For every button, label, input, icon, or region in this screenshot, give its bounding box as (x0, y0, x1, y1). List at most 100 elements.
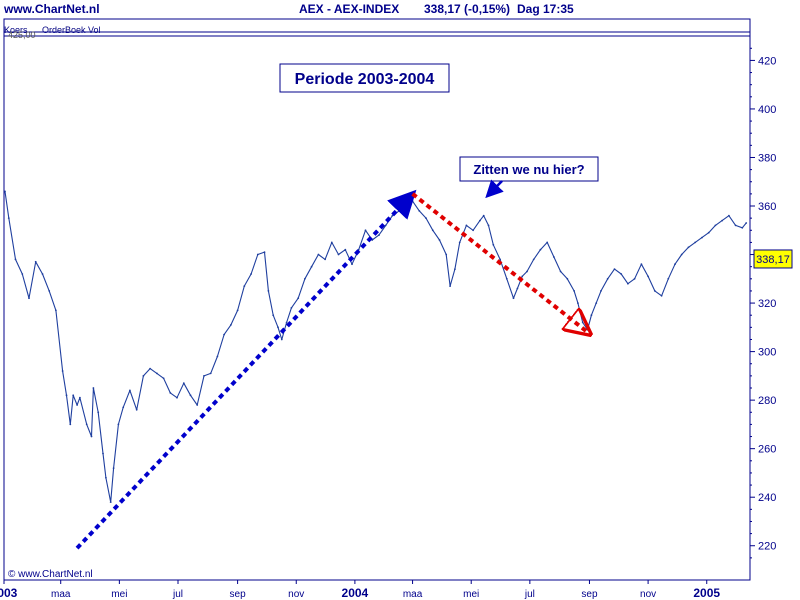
price-point-19 (102, 452, 104, 455)
price-point-31 (169, 392, 172, 394)
price-series-line-0 (4, 191, 747, 503)
view-tabs: Koers OrderBoek Vol (4, 20, 111, 35)
price-point-115 (687, 246, 690, 249)
price-point-120 (721, 219, 723, 222)
price-point-17 (92, 387, 95, 389)
price-point-8 (55, 309, 57, 312)
price-point-94 (559, 270, 562, 273)
tab-orderboek-vol[interactable]: OrderBoek Vol (41, 25, 101, 35)
price-point-79 (472, 229, 474, 232)
x-tick-label-4: sep (230, 589, 247, 600)
price-point-22 (112, 467, 115, 469)
price-point-107 (633, 277, 636, 280)
falling-trend-arrow (411, 192, 588, 332)
price-point-87 (516, 287, 519, 290)
price-point-53 (304, 277, 306, 280)
price-point-93 (553, 256, 555, 258)
price-point-108 (640, 263, 643, 266)
price-point-49 (280, 338, 283, 341)
price-point-11 (69, 423, 72, 426)
y-tick-label-300: 300 (758, 347, 776, 359)
x-tick-label-7: maa (403, 589, 423, 600)
price-point-72 (431, 229, 434, 232)
price-point-81 (482, 214, 485, 217)
y-tick-label-380: 380 (758, 152, 776, 164)
price-point-7 (48, 290, 51, 292)
y-tick-label-400: 400 (758, 104, 776, 116)
price-point-113 (674, 263, 676, 266)
price-point-36 (203, 375, 205, 377)
price-point-121 (728, 214, 730, 217)
price-point-116 (694, 241, 697, 244)
last-value-label: 338,17 (756, 254, 790, 266)
x-tick-label-6: 2004 (342, 586, 369, 600)
price-point-98 (581, 321, 584, 324)
price-point-70 (418, 210, 421, 212)
x-tick-label-11: nov (640, 589, 656, 600)
price-point-109 (647, 275, 649, 278)
price-point-32 (176, 396, 178, 399)
price-point-119 (714, 224, 717, 227)
price-point-47 (272, 314, 275, 317)
x-tick-label-2: mei (111, 589, 127, 600)
callout-text: Zitten we nu hier? (473, 162, 584, 177)
price-point-60 (351, 263, 353, 266)
price-point-65 (384, 224, 387, 227)
last-value-box (753, 249, 793, 269)
chart-header: www.ChartNet.nl AEX - AEX-INDEX 338,17 (… (0, 0, 800, 20)
price-point-62 (364, 229, 367, 232)
price-point-64 (378, 234, 380, 237)
price-point-50 (285, 321, 288, 324)
price-point-34 (189, 394, 192, 397)
price-point-38 (216, 355, 219, 358)
x-tick-label-8: mei (463, 589, 479, 600)
session-time: Dag 17:35 (517, 2, 574, 16)
price-point-37 (209, 372, 212, 375)
price-point-48 (277, 326, 279, 329)
price-point-35 (196, 404, 199, 406)
price-point-85 (505, 277, 508, 280)
price-point-45 (263, 251, 266, 254)
price-point-88 (521, 275, 524, 278)
price-point-54 (310, 265, 313, 268)
price-point-40 (230, 324, 232, 326)
price-point-16 (90, 435, 93, 438)
price-point-83 (492, 243, 495, 246)
callout-annotation: Zitten we nu hier? (459, 156, 599, 199)
price-point-124 (745, 222, 748, 224)
price-point-100 (590, 314, 593, 317)
price-point-27 (142, 375, 145, 377)
price-point-4 (28, 297, 30, 300)
price-point-91 (539, 248, 542, 251)
price-point-55 (317, 253, 320, 256)
price-point-59 (344, 248, 347, 251)
y-tick-label-420: 420 (758, 55, 776, 67)
price-point-78 (465, 224, 468, 227)
price-point-29 (156, 372, 158, 375)
price-point-26 (135, 408, 138, 411)
price-point-51 (290, 307, 293, 309)
x-tick-label-12: 2005 (693, 586, 720, 600)
price-point-12 (72, 394, 75, 397)
price-point-117 (701, 236, 703, 239)
price-point-20 (105, 476, 107, 479)
price-point-101 (595, 302, 598, 304)
price-point-90 (532, 258, 535, 261)
price-point-15 (85, 423, 88, 426)
y-tick-label-220: 220 (758, 541, 776, 553)
price-point-18 (97, 411, 100, 414)
price-point-82 (487, 224, 490, 227)
price-point-57 (330, 241, 333, 244)
price-point-2 (14, 258, 17, 261)
price-point-74 (445, 253, 448, 256)
price-point-118 (707, 231, 710, 234)
price-point-21 (109, 501, 112, 503)
price-point-58 (337, 253, 340, 256)
quote-value: 338,17 (-0,15%) (424, 2, 511, 16)
price-point-30 (162, 377, 165, 380)
rising-trend-arrow (75, 189, 417, 550)
x-tick-label-0: 2003 (0, 586, 18, 600)
price-point-84 (499, 258, 501, 261)
tab-koers[interactable]: Koers (4, 25, 28, 35)
price-point-110 (653, 290, 656, 292)
